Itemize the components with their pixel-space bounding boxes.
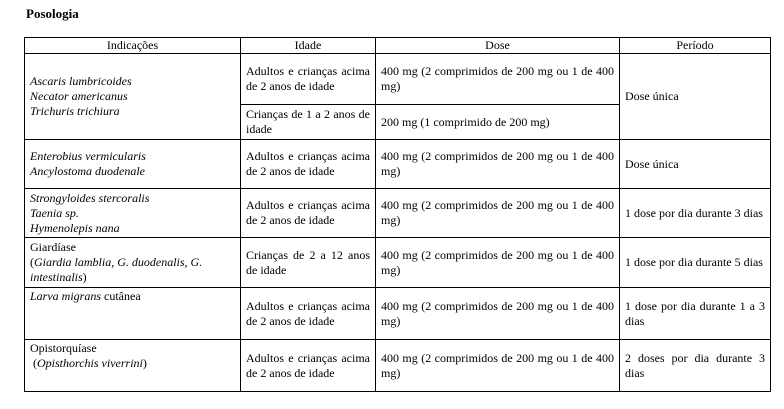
age-cell: Adultos e crianças acima de 2 anos de id… <box>240 139 376 189</box>
paren-open: ( <box>30 255 34 269</box>
table-row: Giardíase (Giardia lamblia, G. duodenali… <box>24 237 771 288</box>
indication-species: Necator americanus <box>30 89 128 103</box>
indication-title: Giardíase <box>30 240 76 254</box>
header-dose: Dose <box>375 37 620 54</box>
paren-close: ) <box>142 356 147 370</box>
period-cell: 1 dose por dia durante 1 a 3 dias <box>619 287 771 340</box>
period-cell: 1 dose por dia durante 3 dias <box>619 188 771 238</box>
dose-cell: 400 mg (2 comprimidos de 200 mg ou 1 de … <box>375 188 620 238</box>
indication-species: Trichuris trichiura <box>30 104 120 118</box>
table-row: Opistorquíase (Opisthorchis viverrini) A… <box>24 339 771 392</box>
table-row: Larva migrans cutânea Adultos e crianças… <box>24 287 771 340</box>
indication-suffix: cutânea <box>101 289 141 303</box>
indication-cell: Opistorquíase (Opisthorchis viverrini) <box>24 339 241 392</box>
paren-close: ) <box>82 270 87 284</box>
header-age: Idade <box>240 37 376 54</box>
indication-cell: Enterobius vermicularis Ancylostoma duod… <box>24 139 241 189</box>
indication-title: Opistorquíase <box>30 341 97 355</box>
section-heading: Posologia <box>26 6 79 21</box>
indication-cell: Giardíase (Giardia lamblia, G. duodenali… <box>24 237 241 288</box>
age-cell: Crianças de 1 a 2 anos de idade <box>240 104 376 140</box>
age-cell: Crianças de 2 a 12 anos de idade <box>240 237 376 288</box>
indication-cell: Larva migrans cutânea <box>24 287 241 340</box>
indication-species: Ascaris lumbricoides <box>30 74 132 88</box>
dose-cell: 400 mg (2 comprimidos de 200 mg ou 1 de … <box>375 237 620 288</box>
header-period: Período <box>619 37 771 54</box>
header-indications: Indicações <box>24 37 241 54</box>
dose-cell: 400 mg (2 comprimidos de 200 mg ou 1 de … <box>375 287 620 340</box>
table-row: Crianças de 1 a 2 anos de idade 200 mg (… <box>25 104 771 140</box>
indication-species: Larva migrans <box>30 289 102 303</box>
period-cell: 2 doses por dia durante 3 dias <box>619 339 771 392</box>
table-row: Strongyloides stercoralis Taenia sp. Hym… <box>24 188 771 238</box>
indication-species: Giardia lamblia, G. duodenalis, G. intes… <box>30 255 203 284</box>
period-cell: Dose única <box>619 53 771 140</box>
age-cell: Adultos e crianças acima de 2 anos de id… <box>240 188 376 238</box>
table-row: Enterobius vermicularis Ancylostoma duod… <box>24 139 771 189</box>
period-cell: Dose única <box>619 139 771 189</box>
period-cell: 1 dose por dia durante 5 dias <box>619 237 771 288</box>
paren-open: ( <box>30 356 37 370</box>
age-cell: Adultos e crianças acima de 2 anos de id… <box>240 53 376 105</box>
table-header-row: Indicações Idade Dose Período <box>24 37 771 54</box>
indication-species: Opisthorchis viverrini <box>37 356 143 370</box>
indication-species: Enterobius vermicularis <box>30 149 146 163</box>
indication-species: Hymenolepis nana <box>30 220 120 235</box>
indication-cell: Ascaris lumbricoides Necator americanus … <box>24 53 241 140</box>
indication-species: Strongyloides stercoralis <box>30 190 150 205</box>
indication-species: Ancylostoma duodenale <box>30 164 145 178</box>
dose-cell: 200 mg (1 comprimido de 200 mg) <box>375 104 620 140</box>
indication-cell: Strongyloides stercoralis Taenia sp. Hym… <box>24 188 241 238</box>
dosage-table: Indicações Idade Dose Período Ascaris lu… <box>24 37 771 392</box>
dose-cell: 400 mg (2 comprimidos de 200 mg ou 1 de … <box>375 339 620 392</box>
dose-cell: 400 mg (2 comprimidos de 200 mg ou 1 de … <box>375 53 620 105</box>
age-cell: Adultos e crianças acima de 2 anos de id… <box>240 339 376 392</box>
dose-cell: 400 mg (2 comprimidos de 200 mg ou 1 de … <box>375 139 620 189</box>
age-cell: Adultos e crianças acima de 2 anos de id… <box>240 287 376 340</box>
table-row: Ascaris lumbricoides Necator americanus … <box>24 53 771 140</box>
indication-species: Taenia sp. <box>30 205 79 220</box>
